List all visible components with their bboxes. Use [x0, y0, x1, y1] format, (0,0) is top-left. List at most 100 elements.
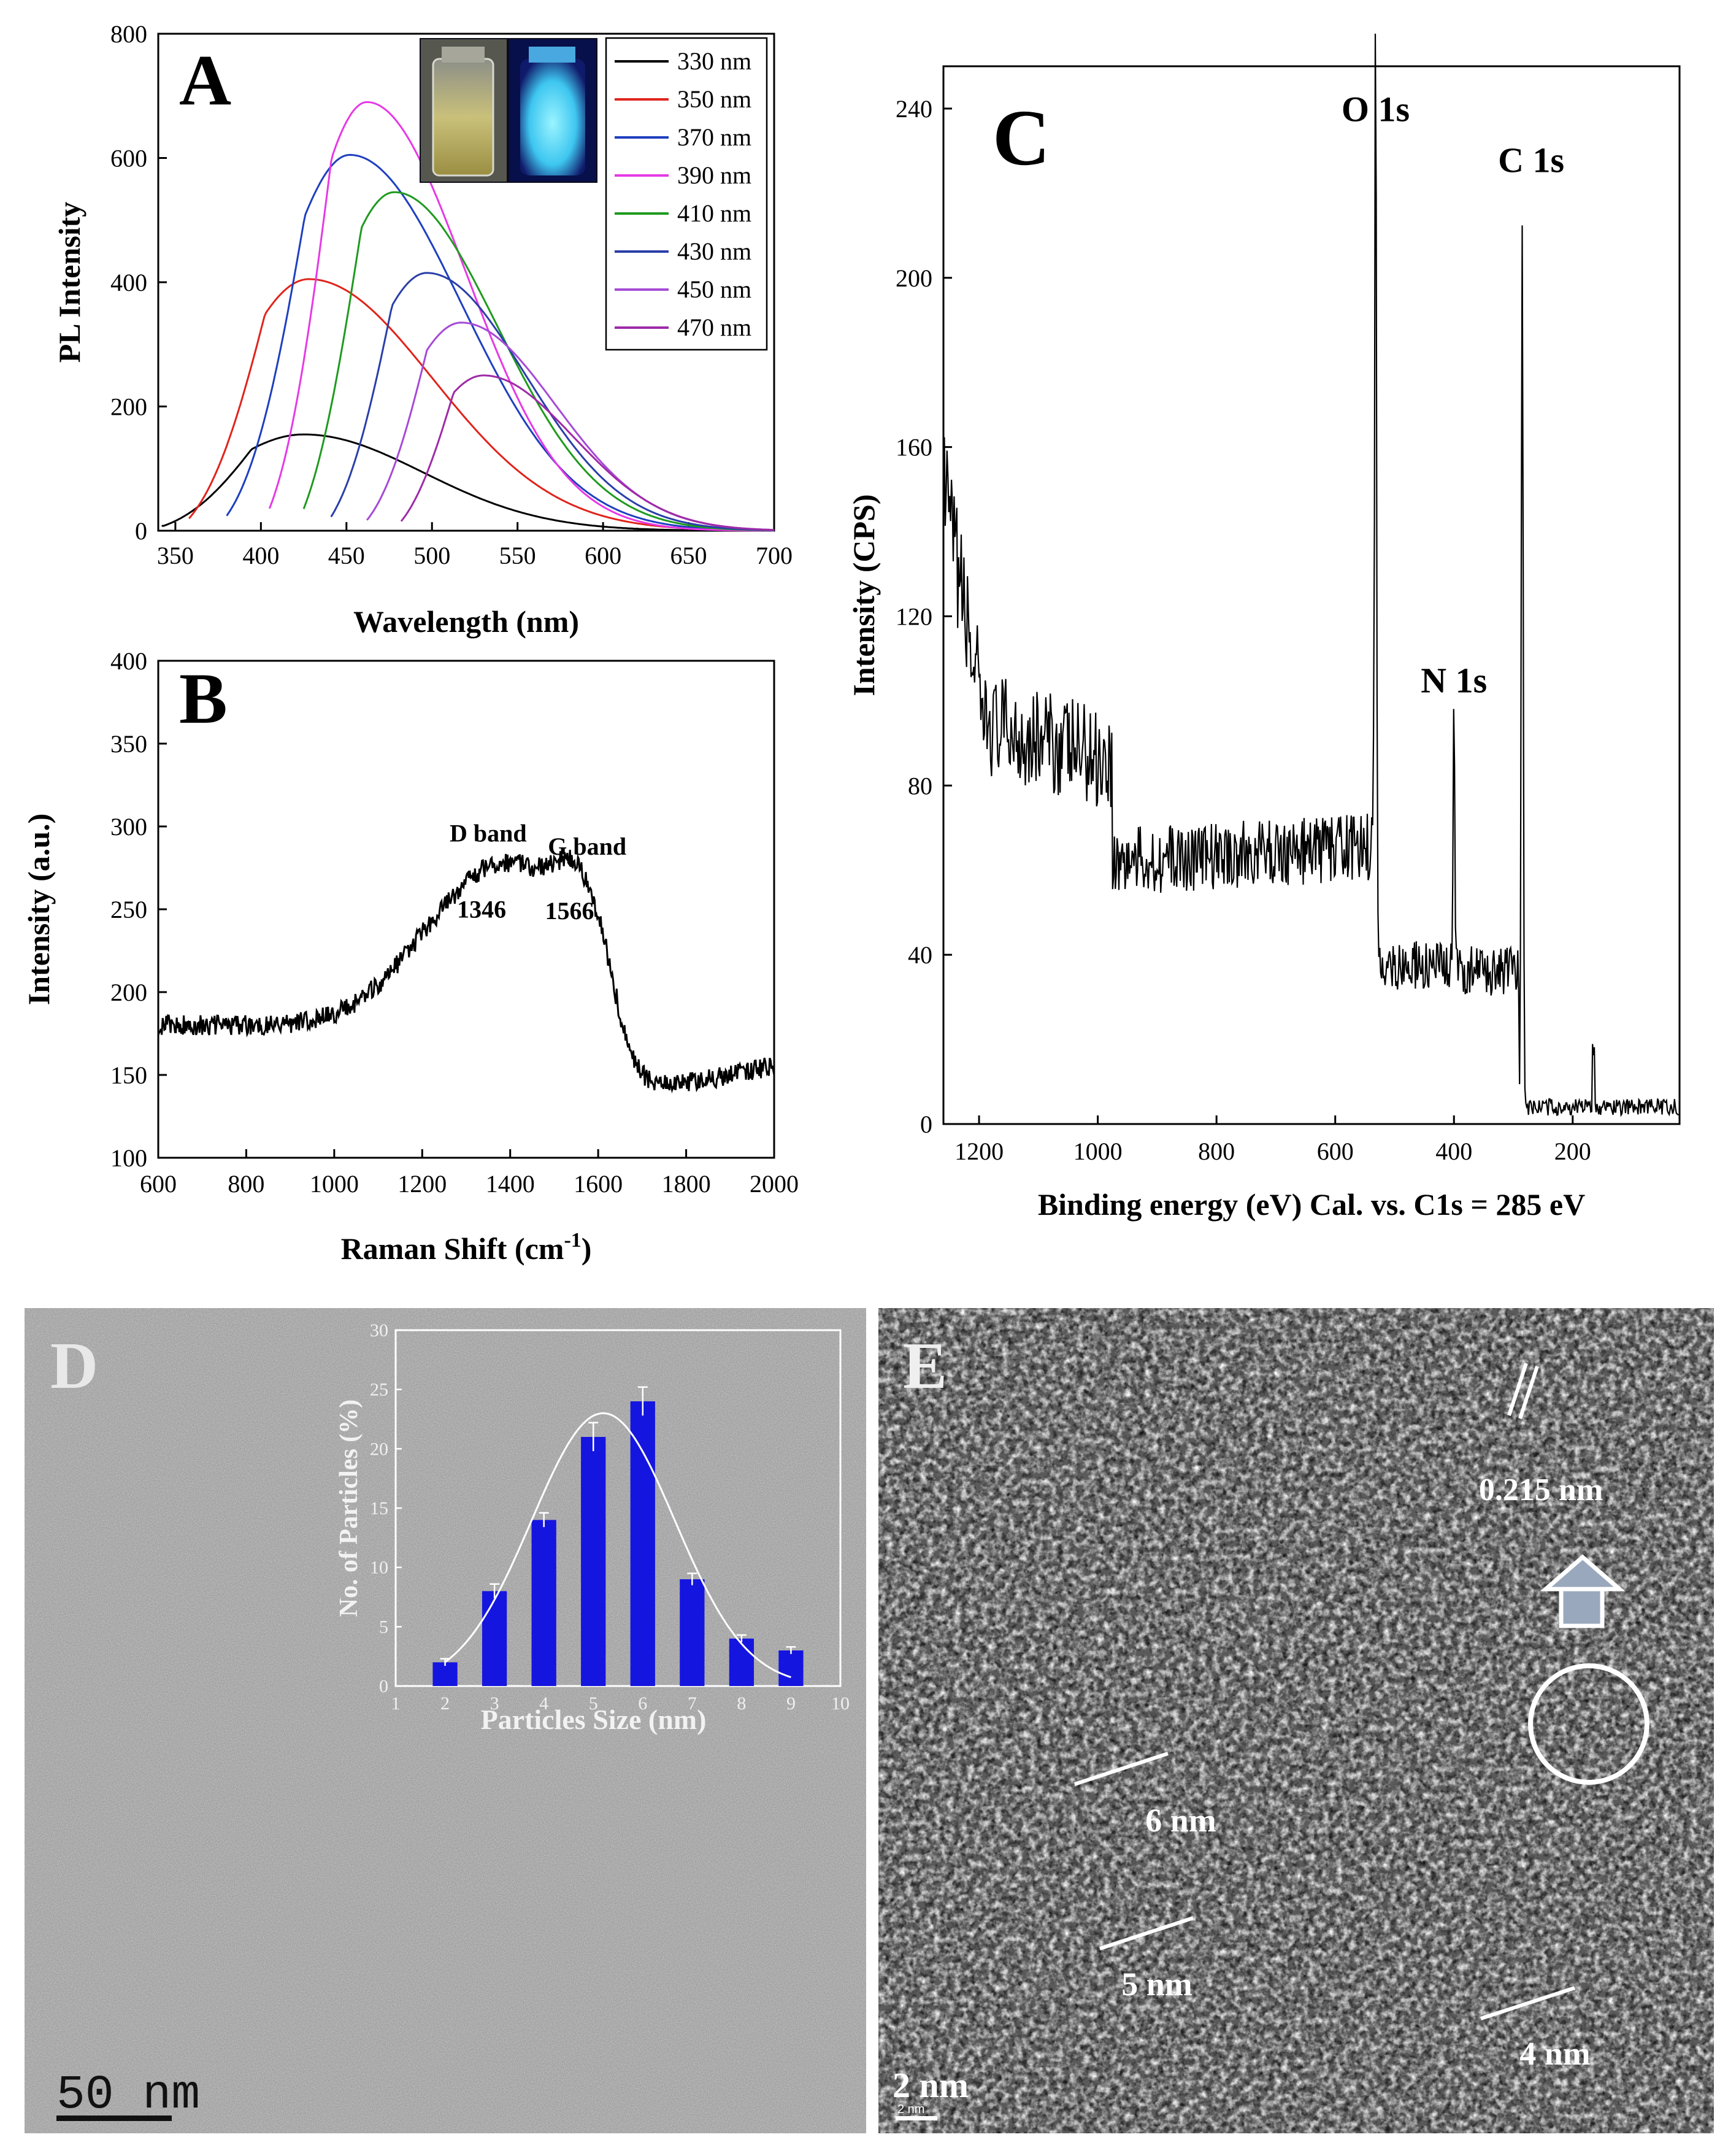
- panel-a-x-tick-label: 500: [413, 542, 450, 569]
- panel-a-x-tick-label: 600: [585, 542, 621, 569]
- panel-c-xps-survey-spectrum: [942, 33, 1679, 1117]
- panel-d-bar: [630, 1401, 655, 1686]
- panel-d-x-tick-label: 10: [831, 1693, 850, 1714]
- panel-a-x-tick-label: 650: [670, 542, 707, 569]
- panel-c-plot-frame: [942, 65, 1681, 1125]
- panel-a-series-450-nm: [366, 321, 775, 531]
- panel-a-legend-label: 390 nm: [677, 161, 751, 189]
- panel-b-y-tick-label: 200: [110, 979, 147, 1006]
- panel-e-lattice-spacing-label: 0.215 nm: [1479, 1473, 1603, 1507]
- panel-c-letter: C: [993, 94, 1050, 182]
- panel-b-y-tick-label: 350: [110, 730, 147, 758]
- panel-e-scale-bar: [896, 2116, 937, 2120]
- panel-d-bar: [680, 1579, 705, 1686]
- panel-a-inset-vials-photo: [420, 38, 597, 183]
- panel-a-legend-label: 350 nm: [677, 85, 751, 113]
- panel-b-d-band-label: D band: [450, 819, 527, 847]
- panel-a-legend-label: 450 nm: [677, 275, 751, 303]
- panel-d-y-tick-label: 25: [370, 1380, 388, 1400]
- panel-a-y-tick-label: 200: [110, 393, 147, 421]
- panel-a-y-tick-label: 0: [135, 517, 147, 545]
- panel-b-y-tick-label: 400: [110, 647, 147, 675]
- panel-b-g-band-position: 1566: [545, 897, 594, 925]
- panel-b-peak-annotations: D band 1346 G band 1566: [450, 819, 626, 925]
- panel-a-y-tick-label: 600: [110, 145, 147, 172]
- panel-a-series-390-nm: [268, 101, 774, 532]
- panel-b-x-axis-label-superscript: -1: [564, 1229, 581, 1252]
- panel-d-bar: [729, 1638, 755, 1686]
- panel-a-series-470-nm: [400, 374, 775, 531]
- panel-d-bar: [531, 1520, 556, 1686]
- panel-a-legend: 330 nm 350 nm 370 nm 390 nm 410 nm 430 nm 450 …: [605, 37, 768, 351]
- panel-a-x-tick-label: 550: [499, 542, 536, 569]
- panel-b-x-tick-label: 800: [228, 1170, 264, 1198]
- panel-d-y-tick-label: 10: [370, 1558, 388, 1578]
- panel-d-inset-histogram: 1 2 3 4 5 6 7 8 9 10 0 5 10 15 20 25 30 Particles Size (…: [335, 1320, 850, 1735]
- panel-a-chart: 350 400 450 500 550 600 650 700 0 200 400 600 800 33…: [52, 20, 793, 639]
- panel-a-series-430-nm: [330, 272, 775, 531]
- panel-d-bar: [432, 1662, 458, 1686]
- panel-b-x-axis-label-close: ): [582, 1231, 592, 1266]
- panel-d-bar: [482, 1591, 507, 1686]
- panel-a-curves: [161, 101, 775, 532]
- panel-d-x-axis-label: Particles Size (nm): [481, 1704, 707, 1735]
- panel-e-size-label-4nm: 4 nm: [1519, 2035, 1591, 2072]
- panel-e-size-line-6nm: [1074, 1752, 1169, 1786]
- panel-b-y-axis-label: Intensity (a.u.): [21, 814, 56, 1006]
- panel-d-scale-bar: [56, 2116, 172, 2121]
- panel-e-letter: E: [903, 1330, 947, 1403]
- panel-d-x-tick-label: 3: [490, 1693, 499, 1714]
- panel-e-zoom-arrow: [1540, 1554, 1626, 1628]
- panel-c-y-tick-label: 0: [920, 1111, 932, 1138]
- panel-d-y-tick-label: 30: [370, 1320, 388, 1341]
- panel-c-x-tick-label: 600: [1317, 1138, 1354, 1165]
- panel-a-x-tick-label: 450: [328, 542, 365, 569]
- panel-d-bar: [778, 1650, 804, 1686]
- panel-d-bars: [432, 1386, 804, 1686]
- panel-d-gaussian-fit: [444, 1412, 791, 1679]
- panel-b-chart: 600 800 1000 1200 1400 1600 1800 2000 100 150 200 2…: [21, 647, 799, 1266]
- panel-d-y-tick-label: 15: [370, 1498, 388, 1519]
- panel-a-y-tick-label: 400: [110, 269, 147, 296]
- panel-b-letter: B: [179, 658, 228, 739]
- panel-c-axis-ticks: 1200 1000 800 600 400 200 0 40 80 120 160 200 240: [896, 95, 1591, 1165]
- panel-a-x-tick-label: 700: [756, 542, 793, 569]
- panel-c-x-tick-label: 800: [1198, 1138, 1235, 1165]
- panel-b-axis-ticks: 600 800 1000 1200 1400 1600 1800 2000 100 150 200 2…: [110, 647, 799, 1198]
- panel-b-x-tick-label: 1200: [397, 1170, 447, 1198]
- panel-d-x-tick-label: 6: [638, 1693, 647, 1714]
- panel-a-legend-label: 370 nm: [677, 123, 751, 151]
- panel-c-c1s-label: C 1s: [1498, 140, 1564, 180]
- panel-c-y-tick-label: 200: [896, 264, 932, 292]
- panel-c-chart: 1200 1000 800 600 400 200 0 40 80 120 160 200 240 O …: [847, 33, 1681, 1222]
- panel-b-x-tick-label: 1800: [662, 1170, 711, 1198]
- panel-b-g-band-label: G band: [548, 833, 626, 860]
- panel-e-size-line-5nm: [1099, 1916, 1194, 1950]
- panel-b-y-tick-label: 100: [110, 1144, 147, 1172]
- panel-b-y-tick-label: 150: [110, 1061, 147, 1089]
- panel-e-particle-circle: [1528, 1663, 1649, 1785]
- panel-b-x-tick-label: 2000: [750, 1170, 799, 1198]
- panel-c-y-tick-label: 40: [908, 941, 932, 969]
- panel-b-x-axis-label-main: Raman Shift (cm: [341, 1231, 564, 1266]
- panel-a-x-axis-label: Wavelength (nm): [353, 604, 579, 639]
- panel-c-n1s-label: N 1s: [1421, 661, 1487, 701]
- panel-c-y-tick-label: 120: [896, 603, 932, 630]
- panel-b-raman-spectrum: [157, 850, 775, 1094]
- panel-d-scale-bar-label: 50 nm: [56, 2068, 200, 2122]
- panel-d-x-tick-label: 2: [440, 1693, 450, 1714]
- panel-b-x-tick-label: 1000: [310, 1170, 359, 1198]
- panel-c-x-axis-label: Binding energy (eV) Cal. vs. C1s = 285 e…: [1038, 1187, 1585, 1222]
- panel-d-x-tick-label: 5: [589, 1693, 598, 1714]
- panel-b-x-tick-label: 600: [140, 1170, 177, 1198]
- panel-b-y-tick-label: 250: [110, 896, 147, 923]
- panel-e-lattice-lines: [1507, 1363, 1539, 1419]
- panel-e-hrtem-image: E 0.215 nm 6 nm 5 nm 4 nm 2 nm 2 nm: [878, 1308, 1714, 2133]
- panel-a-x-tick-label: 400: [242, 542, 279, 569]
- panel-d-x-tick-label: 8: [737, 1693, 746, 1714]
- panel-a-series-330-nm: [161, 433, 774, 532]
- panel-c-y-axis-label: Intensity (CPS): [847, 494, 881, 696]
- panel-e-scale-bar-label: 2 nm: [893, 2065, 969, 2105]
- panel-e-size-label-6nm: 6 nm: [1145, 1802, 1216, 1839]
- panel-c-y-tick-label: 160: [896, 434, 932, 461]
